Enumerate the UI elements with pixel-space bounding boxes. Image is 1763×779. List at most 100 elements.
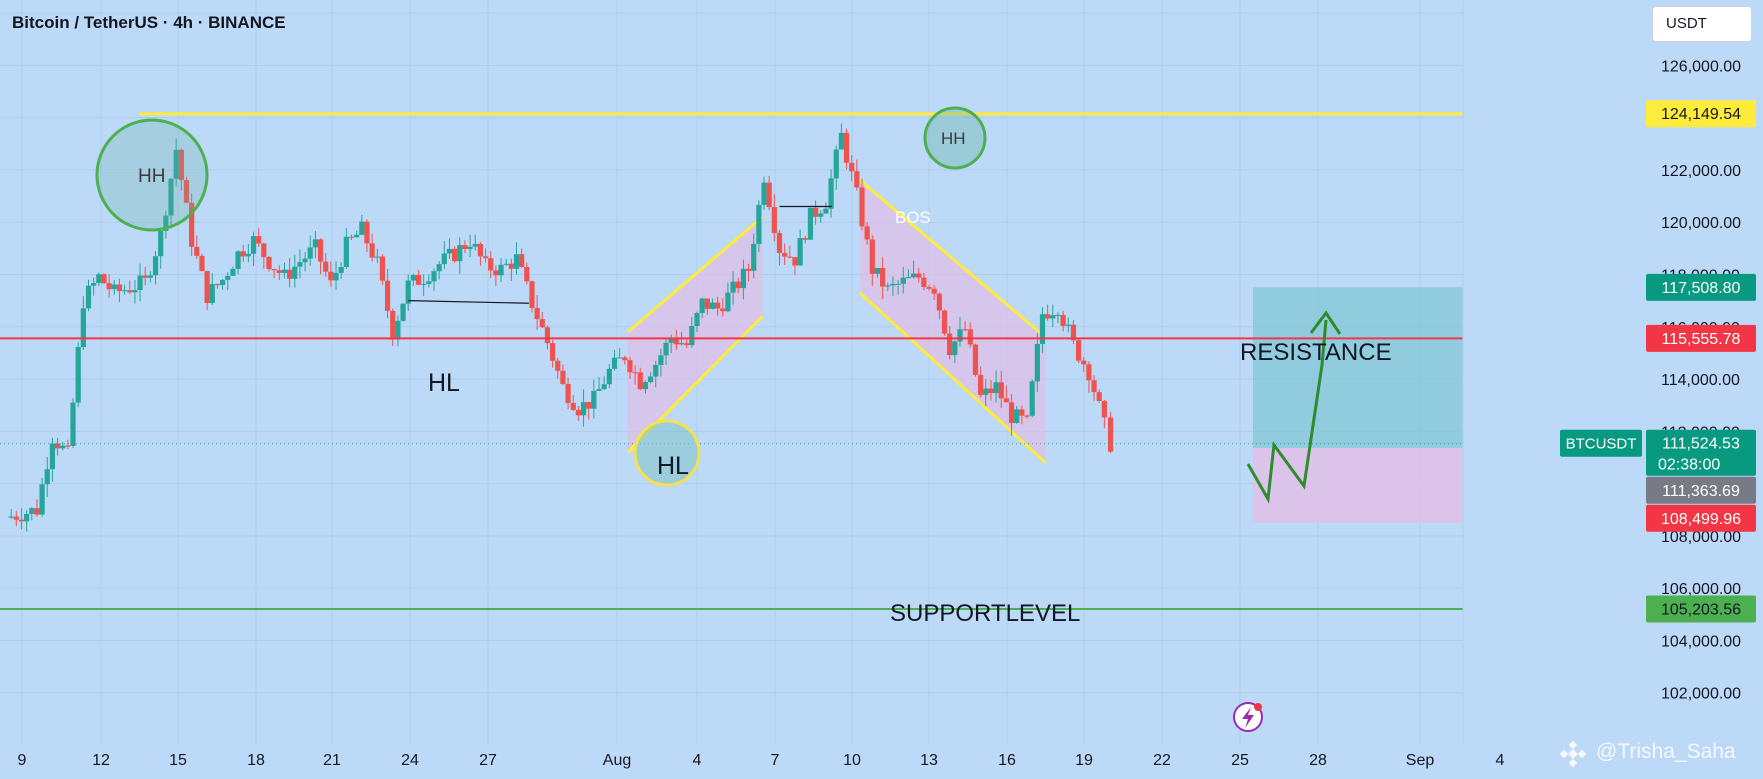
candle-body <box>787 256 793 258</box>
candle-body <box>668 337 674 343</box>
x-tick-label: Aug <box>603 752 631 769</box>
candle-body <box>565 383 571 403</box>
current-price-badge-bg <box>1646 429 1756 476</box>
candle-body <box>849 162 855 172</box>
candle-body <box>1065 324 1071 326</box>
high-price-badge: 124,149.54 <box>1646 100 1756 128</box>
candle-body <box>890 283 896 286</box>
candle-body <box>699 298 705 313</box>
candle-body <box>348 236 355 238</box>
candle-body <box>993 382 999 394</box>
logo-icon <box>1560 741 1586 767</box>
hh-left-label: HH <box>138 166 165 187</box>
candle-body <box>1039 314 1046 344</box>
candle-body <box>276 270 282 273</box>
lightning-icon[interactable] <box>1233 702 1263 732</box>
candle-body <box>570 402 576 410</box>
candle-body <box>828 178 834 209</box>
candle-body <box>498 264 504 276</box>
projection-arrowhead <box>1309 310 1342 335</box>
y-tick-label: 102,000.00 <box>1661 686 1741 703</box>
watermark-text: @Trisha_Saha <box>1596 740 1736 763</box>
candle-body <box>152 256 159 276</box>
candle-body <box>60 445 66 449</box>
candle-body <box>54 443 61 449</box>
x-tick-label: 25 <box>1231 752 1249 769</box>
candle-body <box>452 248 458 262</box>
candle-body <box>967 329 973 345</box>
candles <box>8 123 1114 532</box>
x-tick-label: 18 <box>247 752 265 769</box>
y-tick-label: 126,000.00 <box>1661 58 1741 75</box>
candle-body <box>1003 398 1009 403</box>
candle-body <box>256 236 262 244</box>
x-tick-label: 19 <box>1075 752 1093 769</box>
x-tick-label: 4 <box>1496 752 1505 769</box>
candle-body <box>147 275 153 278</box>
candle-body <box>431 271 437 282</box>
candle-body <box>214 284 221 286</box>
candle-body <box>338 266 344 273</box>
candle-body <box>751 243 757 271</box>
candle-body <box>240 251 246 257</box>
symbol-badge-bg <box>1560 429 1642 457</box>
candle-body <box>725 292 731 312</box>
entry-price-badge-bg <box>1646 476 1756 504</box>
x-tick-label: 13 <box>920 752 938 769</box>
hl-circle <box>633 419 701 487</box>
candle-body <box>818 213 824 217</box>
candle-body <box>1050 315 1056 319</box>
support-price-badge: 105,203.56 <box>1646 595 1756 623</box>
candle-body <box>580 402 587 416</box>
candle-body <box>642 382 649 390</box>
stop-price-badge-bg <box>1646 504 1756 532</box>
candle-body <box>694 312 700 326</box>
stop-price-badge: 108,499.96 <box>1646 504 1756 532</box>
candle-body <box>436 264 442 272</box>
candle-body <box>766 182 772 208</box>
candle-body <box>606 368 612 385</box>
candle-body <box>673 337 679 345</box>
candle-body <box>663 342 669 356</box>
candle-body <box>617 357 623 359</box>
candle-body <box>1019 409 1025 416</box>
candle-body <box>75 347 81 403</box>
candle-body <box>807 207 814 240</box>
candle-body <box>539 319 545 328</box>
x-tick-label: 24 <box>401 752 419 769</box>
candle-body <box>1055 314 1061 316</box>
hh-right-circle <box>923 106 987 170</box>
candle-body <box>245 253 251 257</box>
candle-body <box>988 388 994 394</box>
candle-body <box>622 357 628 361</box>
candle-body <box>287 269 293 279</box>
candle-body <box>457 245 463 262</box>
x-tick-label: 22 <box>1153 752 1171 769</box>
candle-body <box>952 341 958 356</box>
candle-body <box>467 246 473 249</box>
entry-price-badge: 111,363.69 <box>1646 476 1756 504</box>
candle-body <box>715 302 721 309</box>
candle-body <box>761 182 767 205</box>
projection-path <box>1246 319 1328 504</box>
current-price-value: 111,524.53 <box>1662 436 1740 453</box>
candle-body <box>812 207 819 217</box>
candle-body <box>632 372 638 374</box>
candle-body <box>44 469 50 485</box>
candle-body <box>771 207 777 234</box>
candle-body <box>384 280 391 311</box>
candle-body <box>312 239 318 248</box>
candle-body <box>13 516 19 520</box>
candle-body <box>374 256 380 258</box>
candle-body <box>947 333 953 356</box>
hh-right-label: HH <box>941 129 966 148</box>
candle-body <box>292 266 298 279</box>
candle-body <box>575 409 581 416</box>
candle-body <box>1107 417 1114 452</box>
currency-button[interactable]: USDT <box>1652 6 1752 42</box>
candle-body <box>472 243 478 247</box>
high-price-badge-bg <box>1646 100 1756 128</box>
candle-body <box>1081 360 1087 365</box>
